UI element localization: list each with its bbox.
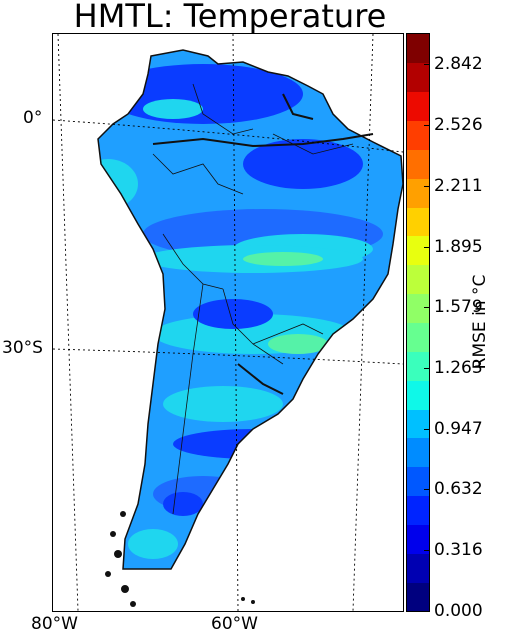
colorbar-segment [407,235,429,266]
colorbar-segment [407,553,429,583]
colorbar-tick-label: 2.526 [434,115,483,136]
longitude-label-60w: 60°W [211,614,258,634]
colorbar-segment [407,34,429,64]
colorbar-tick-mark [424,125,429,127]
colorbar-tick-mark [424,428,429,430]
southern-islands [105,511,255,607]
map-panel [52,33,404,612]
colorbar-tick-mark [424,64,429,66]
colorbar-segment [407,62,429,93]
colorbar-label: RMSE in °C [470,274,490,370]
colorbar-segment [407,466,429,497]
south-america-map [53,34,403,611]
colorbar-tick-mark [424,611,429,612]
colorbar-segment [407,495,429,525]
colorbar-segment [407,178,429,208]
colorbar-segment [407,149,429,179]
colorbar-segment [407,322,429,352]
map-title: HMTL: Temperature [73,0,387,35]
colorbar-tick-mark [424,489,429,491]
colorbar [406,33,430,612]
colorbar-tick-mark [424,307,429,309]
colorbar-segment [407,409,429,439]
colorbar-segment [407,351,429,381]
colorbar-tick-mark [424,185,429,187]
colorbar-segment [407,437,429,468]
rivers [152,93,374,395]
colorbar-segment [407,91,429,122]
colorbar-tick-label: 1.579 [434,297,483,318]
colorbar-tick-label: 0.316 [434,540,483,561]
colorbar-segment [407,380,429,410]
coastline [97,49,403,570]
rmse-field [98,50,403,569]
colorbar-tick-label: 1.263 [434,358,483,379]
colorbar-tick-label: 1.895 [434,236,483,257]
colorbar-segment [407,120,429,150]
colorbar-tick-label: 2.211 [434,175,483,196]
colorbar-tick-mark [424,368,429,370]
graticule [53,34,403,611]
colorbar-segment [407,264,429,295]
colorbar-tick-label: 0.000 [434,601,483,621]
colorbar-segment [407,207,429,237]
country-borders [152,83,354,515]
colorbar-tick-label: 0.632 [434,479,483,500]
colorbar-segment [407,524,429,554]
colorbar-tick-label: 0.947 [434,418,483,439]
colorbar-tick-mark [424,246,429,248]
colorbar-tick-mark [424,550,429,552]
colorbar-segment [407,293,429,323]
colorbar-segment [407,582,429,611]
colorbar-tick-label: 2.842 [434,54,483,75]
latitude-label-equator: 0° [23,108,43,128]
latitude-label-30s: 30°S [2,338,43,358]
longitude-label-80w: 80°W [31,614,78,634]
